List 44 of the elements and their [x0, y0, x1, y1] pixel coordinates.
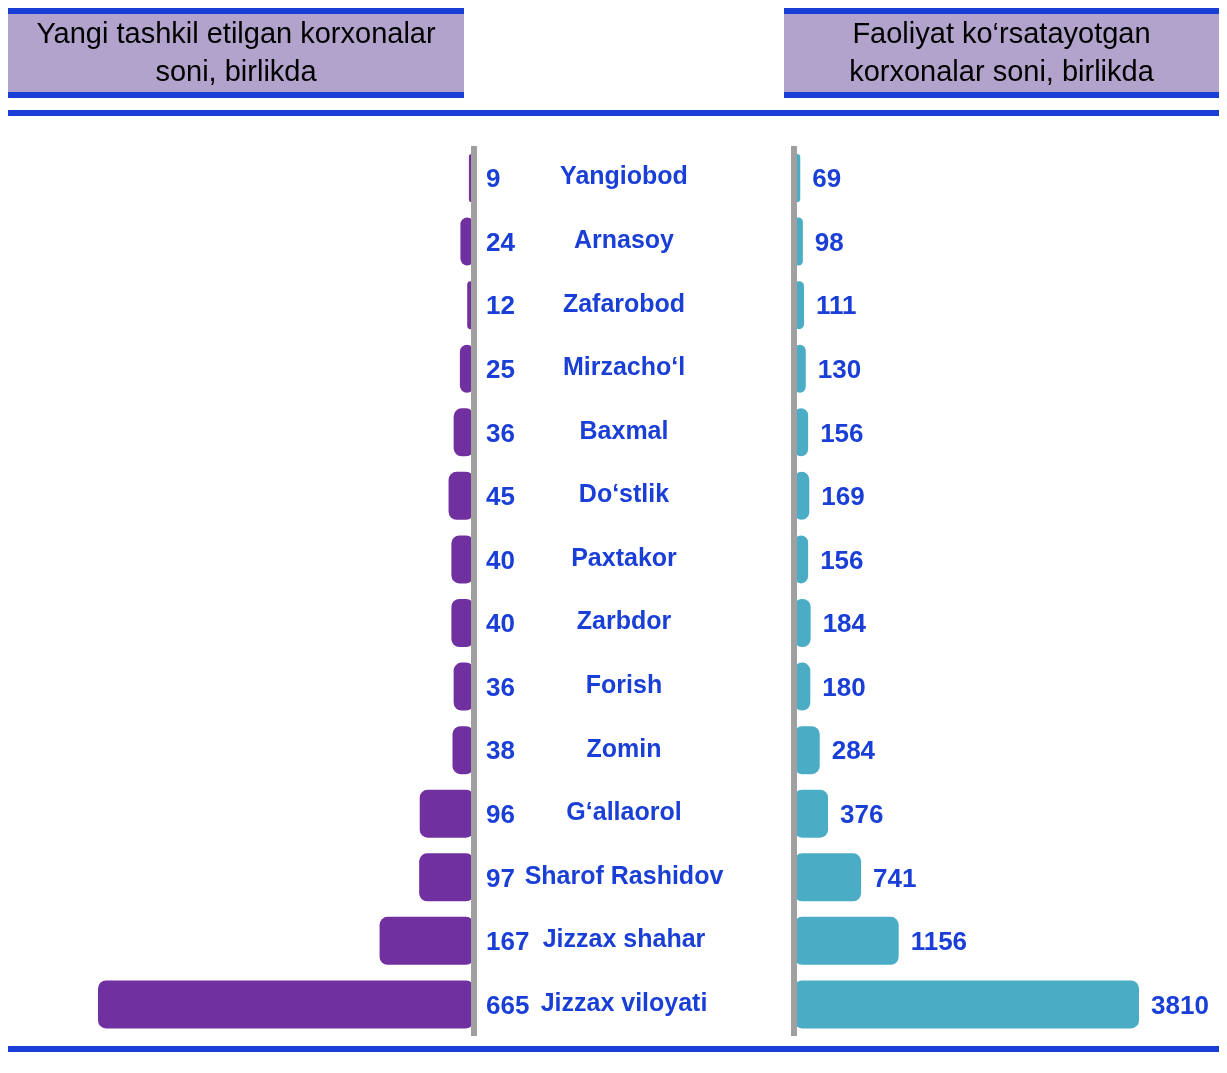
y-tick-label: Jizzax viloyati: [540, 987, 708, 1016]
data-label: 45: [486, 481, 515, 512]
chart-title: Yangi tashkil etilgan korxonalar soni, birlikda: [8, 8, 464, 98]
chart-title: Faoliyat ko‘rsatayotgan korxonalar soni, birlikda: [784, 8, 1219, 98]
data-label: 130: [817, 353, 862, 384]
data-label: 1156: [910, 926, 968, 957]
y-tick-label: Mirzacho‘l: [562, 352, 686, 381]
y-tick-label: Zarbdor: [576, 606, 672, 635]
data-label: 3810: [1151, 989, 1209, 1020]
data-label: 40: [486, 544, 515, 575]
data-label: 169: [821, 481, 865, 512]
data-label: 36: [486, 417, 515, 448]
data-label: 156: [820, 417, 864, 448]
y-tick-label: Do‘stlik: [578, 479, 670, 508]
y-tick-label: Paxtakor: [571, 542, 678, 571]
data-label: 665: [486, 989, 530, 1020]
data-label: 96: [486, 798, 515, 829]
data-label: 184: [822, 608, 867, 639]
y-tick-label: Forish: [585, 669, 663, 698]
data-label: 9: [486, 163, 501, 194]
data-label: 156: [820, 544, 864, 575]
data-label: 24: [486, 226, 516, 257]
y-tick-label: Zafarobod: [562, 288, 686, 317]
data-label: 284: [831, 735, 876, 766]
y-tick-label: Arnasoy: [573, 224, 675, 253]
data-label: 36: [486, 671, 515, 702]
data-label: 741: [873, 862, 917, 893]
data-label: 98: [814, 226, 844, 257]
data-label: 376: [840, 798, 884, 829]
y-tick-label: Baxmal: [579, 415, 669, 444]
y-tick-label: Jizzax shahar: [542, 924, 706, 953]
data-label: 167: [486, 926, 530, 957]
y-tick-label: G‘allaorol: [566, 797, 682, 826]
y-tick-label: Zomin: [586, 733, 662, 762]
data-label: 111: [816, 290, 857, 321]
y-tick-label: Yangiobod: [560, 161, 688, 190]
data-label: 97: [486, 862, 515, 893]
y-tick-label: Sharof Rashidov: [524, 860, 724, 889]
data-label: 40: [486, 608, 515, 639]
data-label: 25: [486, 353, 515, 384]
data-label: 38: [486, 735, 515, 766]
data-label: 180: [822, 671, 866, 702]
data-label: 69: [812, 163, 842, 194]
data-label: 12: [486, 290, 515, 321]
